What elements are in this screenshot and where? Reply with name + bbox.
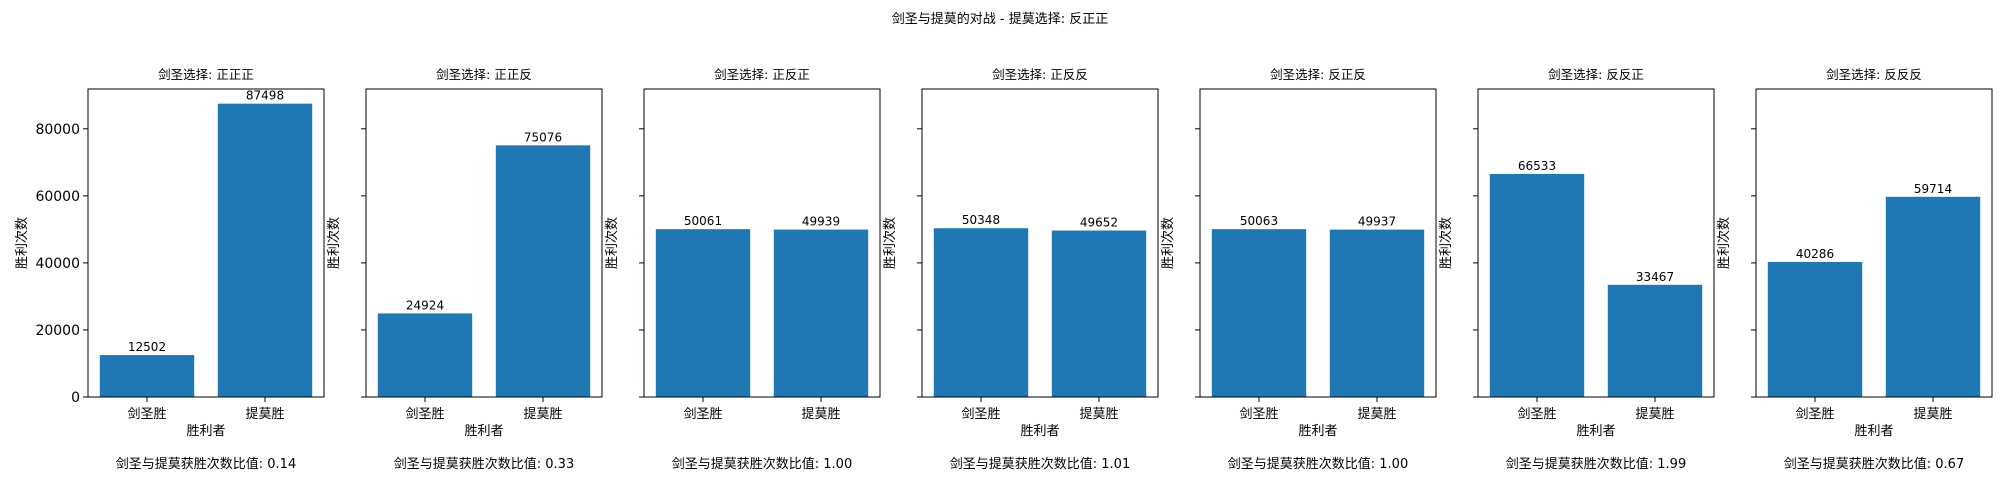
x-tick-label: 提莫胜	[1913, 406, 1952, 422]
subplot-1: 剑圣选择: 正正正 12502 87498 0 20000 40000 60000 80000…	[14, 67, 325, 472]
bar	[1489, 173, 1585, 397]
bar-value-label: 40286	[1796, 247, 1834, 261]
bar	[217, 103, 313, 398]
bar	[933, 228, 1029, 397]
y-axis-label: 胜利次数	[326, 217, 342, 269]
x-tick-label: 提莫胜	[523, 406, 562, 422]
figure-title: 剑圣与提莫的对战 - 提莫选择: 反正正	[891, 12, 1109, 27]
bar	[1767, 261, 1863, 397]
x-axis-label: 胜利者	[1854, 424, 1893, 439]
subplot-title: 剑圣选择: 正反正	[714, 67, 810, 82]
bar	[99, 355, 195, 397]
x-tick-label: 剑圣胜	[683, 406, 722, 422]
subplot-title: 剑圣选择: 正正反	[436, 67, 532, 82]
subplot-3: 剑圣选择: 正反正 50061 49939 剑圣胜 提莫胜 胜利次数剑圣与提莫获胜次数比值…	[604, 67, 881, 472]
x-axis-label: 胜利者	[1020, 424, 1059, 439]
ratio-footnote: 剑圣与提莫获胜次数比值: 1.99	[1506, 456, 1686, 472]
y-tick-label: 20000	[35, 323, 80, 339]
bar-value-label: 66533	[1518, 159, 1556, 173]
bar	[495, 145, 591, 397]
bar	[377, 313, 473, 397]
x-tick-label: 剑圣胜	[127, 406, 166, 422]
ratio-footnote: 剑圣与提莫获胜次数比值: 0.14	[116, 456, 296, 472]
x-axis-label: 胜利者	[186, 424, 225, 439]
x-tick-label: 提莫胜	[245, 406, 284, 422]
axes-frame	[1755, 88, 1993, 398]
ratio-footnote: 剑圣与提莫获胜次数比值: 1.00	[1228, 456, 1408, 472]
axes-frame	[365, 88, 603, 398]
axes-frame	[87, 88, 325, 398]
x-tick-label: 提莫胜	[1079, 406, 1118, 422]
y-tick-label: 60000	[35, 189, 80, 205]
bar-value-label: 49937	[1358, 215, 1396, 229]
ratio-footnote: 剑圣与提莫获胜次数比值: 0.33	[394, 456, 574, 472]
x-axis-label: 胜利者	[1298, 424, 1337, 439]
bar	[1885, 196, 1981, 397]
x-axis-label: 胜利者	[1576, 424, 1615, 439]
x-tick-label: 剑圣胜	[1239, 406, 1278, 422]
y-axis-label: 胜利次数	[14, 217, 30, 269]
bar-value-label: 50063	[1240, 214, 1278, 228]
x-tick-label: 提莫胜	[1635, 406, 1674, 422]
ratio-footnote: 剑圣与提莫获胜次数比值: 1.00	[672, 456, 852, 472]
x-tick-label: 剑圣胜	[405, 406, 444, 422]
x-tick-label: 提莫胜	[801, 406, 840, 422]
bar-value-label: 33467	[1636, 270, 1674, 284]
bar-value-label: 75076	[524, 130, 562, 144]
y-tick-label: 0	[71, 390, 80, 406]
axes-frame	[1477, 88, 1715, 398]
bar	[773, 229, 869, 397]
y-axis-label: 胜利次数	[1438, 217, 1454, 269]
bar	[1051, 230, 1147, 397]
ratio-footnote: 剑圣与提莫获胜次数比值: 0.67	[1784, 456, 1964, 472]
axes-frame	[1199, 88, 1437, 398]
bar-value-label: 24924	[406, 298, 444, 312]
bar-value-label: 87498	[246, 89, 284, 103]
bar	[655, 229, 751, 397]
y-axis-label: 胜利次数	[1160, 217, 1176, 269]
subplot-title: 剑圣选择: 正反反	[992, 67, 1088, 82]
bar-value-label: 12502	[128, 340, 166, 354]
bar	[1329, 229, 1425, 397]
ratio-footnote: 剑圣与提莫获胜次数比值: 1.01	[950, 456, 1130, 472]
y-axis-label: 胜利次数	[1716, 217, 1732, 269]
subplot-title: 剑圣选择: 反反正	[1548, 67, 1644, 82]
bar-value-label: 50348	[962, 213, 1000, 227]
x-tick-label: 提莫胜	[1357, 406, 1396, 422]
bar-value-label: 49652	[1080, 216, 1118, 230]
x-tick-label: 剑圣胜	[961, 406, 1000, 422]
bar-value-label: 49939	[802, 215, 840, 229]
axes-frame	[643, 88, 881, 398]
x-axis-label: 胜利者	[464, 424, 503, 439]
y-axis-label: 胜利次数	[604, 217, 620, 269]
bar-value-label: 50061	[684, 214, 722, 228]
subplot-title: 剑圣选择: 正正正	[158, 67, 254, 82]
bar-value-label: 59714	[1914, 182, 1952, 196]
x-tick-label: 剑圣胜	[1795, 406, 1834, 422]
x-tick-label: 剑圣胜	[1517, 406, 1556, 422]
y-tick-label: 80000	[35, 122, 80, 138]
subplot-title: 剑圣选择: 反正反	[1270, 67, 1366, 82]
y-axis-label: 胜利次数	[882, 217, 898, 269]
subplot-title: 剑圣选择: 反反反	[1826, 67, 1922, 82]
bar	[1607, 284, 1703, 397]
axes-frame	[921, 88, 1159, 398]
bar	[1211, 229, 1307, 397]
y-tick-label: 40000	[35, 256, 80, 272]
